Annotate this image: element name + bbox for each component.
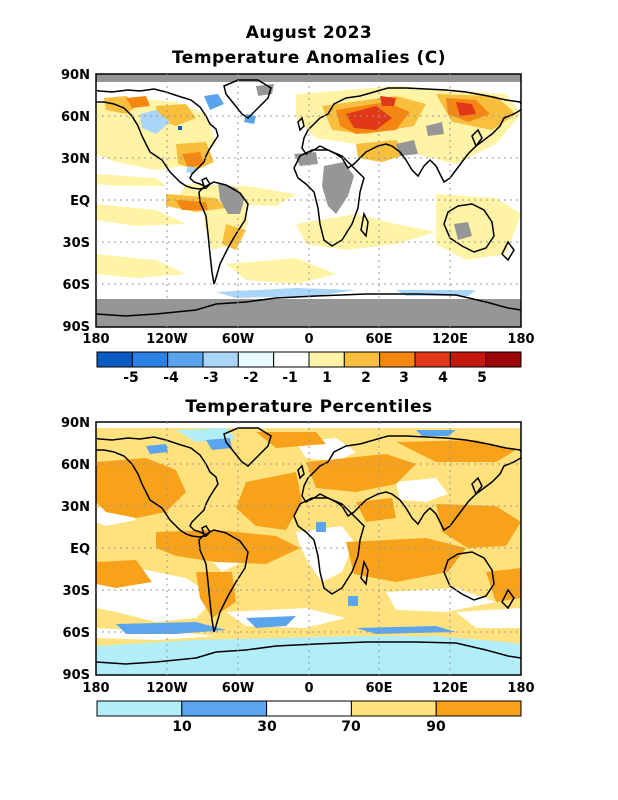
colorbar-swatch [435,700,522,717]
lon-label: 0 [304,681,313,696]
lat-label: 30S [63,236,90,251]
percentile-colorbar-labels: 10 30 70 90 [172,719,446,735]
lat-label: 90N [61,68,90,83]
lat-label: 60S [63,626,90,641]
lon-label: 120W [146,332,187,347]
colorbar-swatch [96,700,183,717]
colorbar-swatch [131,351,169,368]
colorbar-swatch [202,351,239,368]
lon-label: 180 [82,681,109,696]
colorbar-swatch [308,351,345,368]
map2-lon-labels: 180 120W 60W 0 60E 120E 180 [82,681,534,696]
colorbar-label: 4 [438,370,448,386]
anomaly-map [95,73,522,328]
colorbar-swatch [414,351,451,368]
colorbar-swatch [266,700,352,717]
lat-label: 90S [63,668,90,683]
colorbar-label: 10 [172,719,192,735]
colorbar-label: 70 [341,719,361,735]
colorbar-swatch [350,700,437,717]
lon-label: 180 [507,332,534,347]
colorbar-label: -3 [203,370,219,386]
map1-title: Temperature Anomalies (C) [172,48,446,68]
lon-label: 120E [432,681,468,696]
lon-label: 120E [432,332,468,347]
colorbar-label: -4 [163,370,179,386]
colorbar-swatch [273,351,310,368]
colorbar-label: 90 [426,719,446,735]
lon-label: 60W [222,681,254,696]
colorbar-swatch [237,351,275,368]
percentile-colorbar [96,700,522,717]
lat-label: 90N [61,416,90,431]
colorbar-swatch [449,351,487,368]
lat-label: 60S [63,278,90,293]
lon-label: 120W [146,681,187,696]
colorbar-swatch [485,351,522,368]
lon-label: 180 [82,332,109,347]
map1-lat-labels: 90N 60N 30N EQ 30S 60S 90S [61,68,90,335]
colorbar-swatch [96,351,133,368]
lat-label: EQ [70,194,90,209]
colorbar-swatch [181,700,268,717]
colorbar-label: -5 [123,370,139,386]
anomaly-colorbar-labels: -5 -4 -3 -2 -1 1 2 3 4 5 [123,370,487,386]
lon-label: 60W [222,332,254,347]
anomaly-colorbar [96,351,522,368]
lat-label: 90S [63,320,90,335]
colorbar-label: 30 [257,719,277,735]
colorbar-swatch [379,351,416,368]
colorbar-label: -2 [243,370,259,386]
lat-label: 60N [61,110,90,125]
colorbar-label: 3 [399,370,409,386]
colorbar-label: 1 [322,370,332,386]
colorbar-label: 5 [477,370,487,386]
date-title: August 2023 [246,23,373,43]
colorbar-label: 2 [361,370,371,386]
colorbar-swatch [167,351,204,368]
colorbar-swatch [343,351,381,368]
lon-label: 60E [366,332,393,347]
colorbar-label: -1 [282,370,298,386]
lat-label: 60N [61,458,90,473]
lat-label: 30S [63,584,90,599]
map2-lat-labels: 90N 60N 30N EQ 30S 60S 90S [61,416,90,683]
lat-label: 30N [61,500,90,515]
lon-label: 60E [366,681,393,696]
percentile-map [95,421,522,676]
lat-label: 30N [61,152,90,167]
map2-title: Temperature Percentiles [185,397,432,417]
lat-label: EQ [70,542,90,557]
lon-label: 180 [507,681,534,696]
map1-lon-labels: 180 120W 60W 0 60E 120E 180 [82,332,534,347]
lon-label: 0 [304,332,313,347]
